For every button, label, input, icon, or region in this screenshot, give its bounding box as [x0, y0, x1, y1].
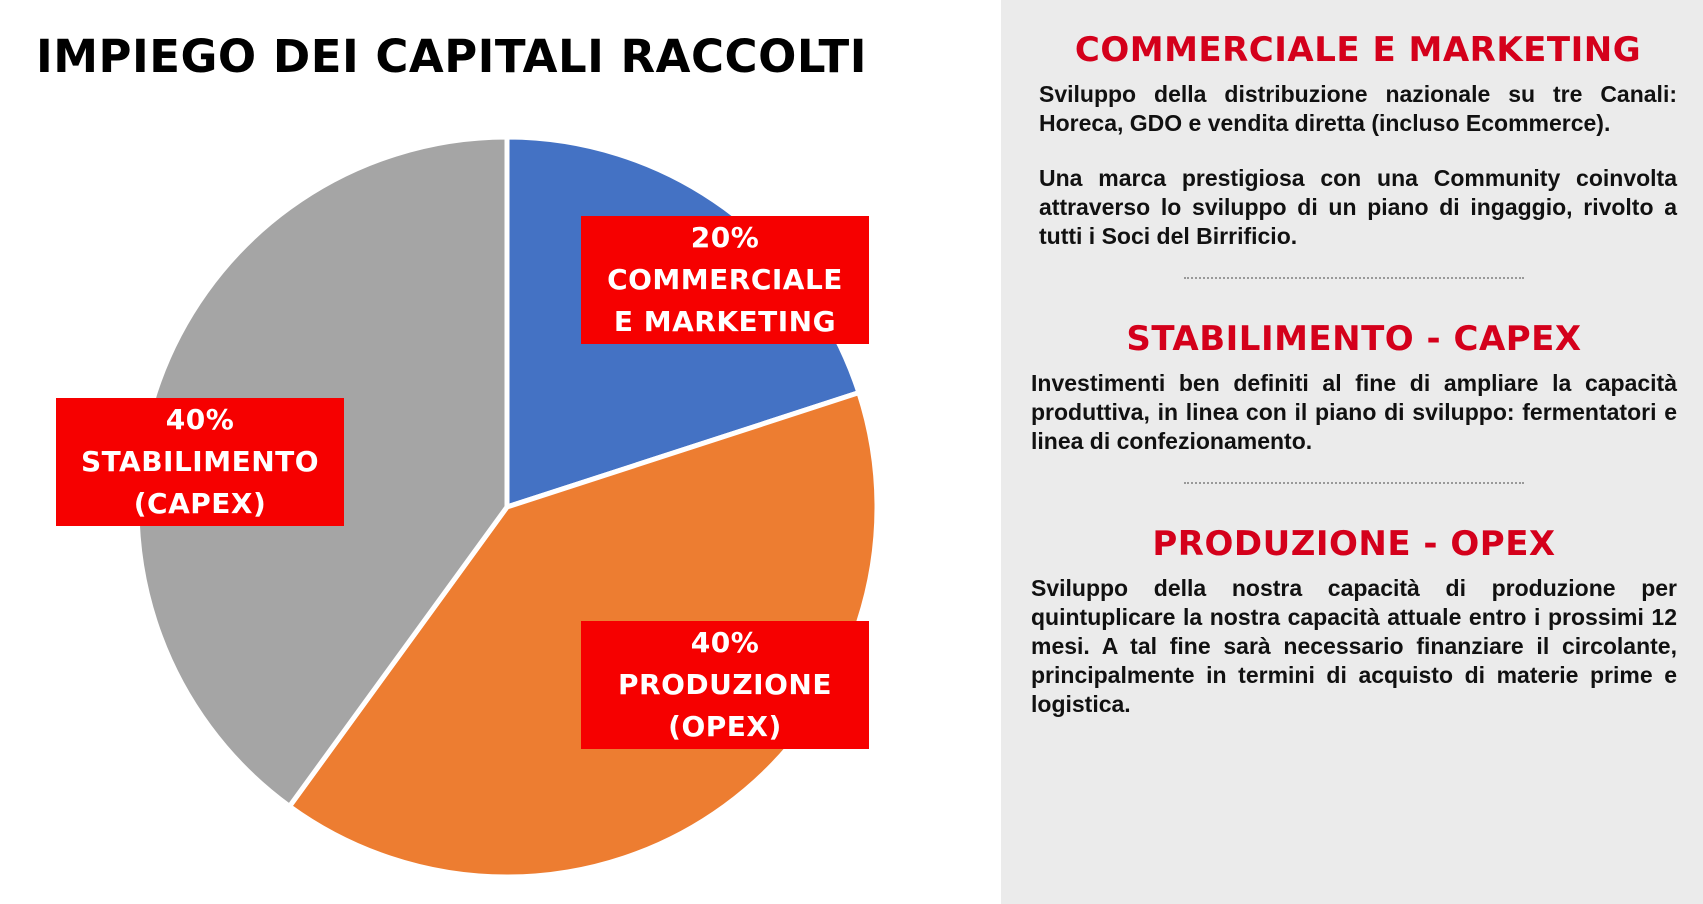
section: COMMERCIALE E MARKETING Sviluppo della di…	[1031, 30, 1677, 251]
separator	[1184, 277, 1524, 279]
data-label-value: 20%	[690, 221, 760, 254]
data-label-category: PRODUZIONE (OPEX)	[618, 668, 832, 743]
section-heading: PRODUZIONE - OPEX	[1152, 524, 1556, 564]
section-text: Investimenti ben definiti al fine di amp…	[1031, 370, 1677, 454]
data-label-value: 40%	[165, 403, 235, 436]
section-text: Una marca prestigiosa con una Community …	[1039, 165, 1677, 249]
data-label-category: COMMERCIALE E MARKETING	[607, 263, 843, 338]
section-heading: STABILIMENTO - CAPEX	[1126, 319, 1582, 359]
section: PRODUZIONE - OPEX Sviluppo della nostra c…	[1031, 524, 1677, 719]
section: STABILIMENTO - CAPEX Investimenti ben def…	[1031, 319, 1677, 456]
data-label: 20% COMMERCIALE E MARKETING	[581, 216, 869, 344]
data-label-category: STABILIMENTO (CAPEX)	[80, 445, 320, 520]
section-text: Sviluppo della nostra capacità di produz…	[1031, 575, 1677, 717]
section-heading: COMMERCIALE E MARKETING	[1074, 30, 1642, 70]
side-panel: COMMERCIALE E MARKETING Sviluppo della di…	[1001, 0, 1703, 904]
data-label: 40% STABILIMENTO (CAPEX)	[56, 398, 344, 526]
section-text: Sviluppo della distribuzione nazionale s…	[1039, 81, 1677, 136]
data-label: 40% PRODUZIONE (OPEX)	[581, 621, 869, 749]
separator	[1184, 482, 1524, 484]
chart-title: IMPIEGO DEI CAPITALI RACCOLTI	[36, 30, 867, 83]
data-label-value: 40%	[690, 626, 760, 659]
